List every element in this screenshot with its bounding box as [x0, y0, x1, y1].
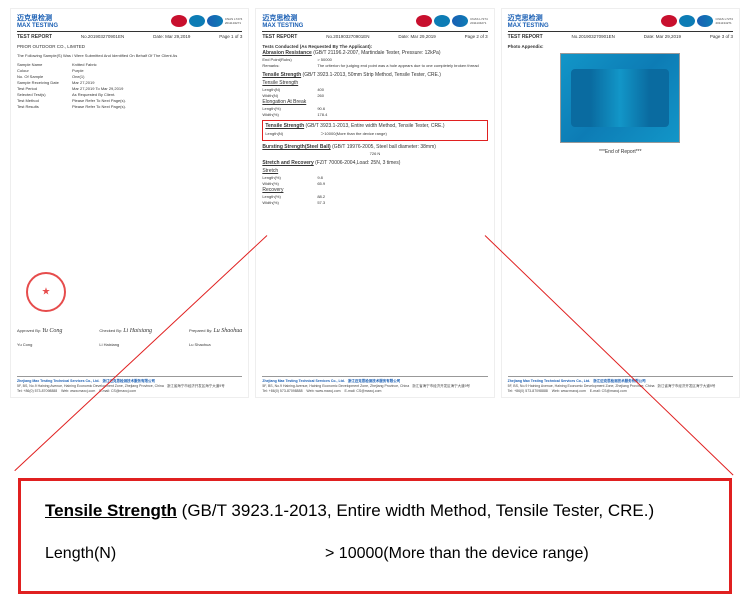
- signature: Prepared By: Lu ShaohuaLu Shaohua: [189, 328, 242, 347]
- sample-photo: [560, 53, 680, 143]
- detail-title-rest: (GB/T 3923.1-2013, Entire width Method, …: [177, 501, 654, 520]
- page-2: 迈克思检测MAX TESTING CNAS L72742011134271 TE…: [255, 8, 494, 398]
- field-row: ColourPurple: [17, 68, 242, 73]
- cnas-icon: [697, 15, 713, 27]
- cma-icon: [416, 15, 432, 27]
- intro: The Following Sample(S) Was / Were Submi…: [17, 53, 242, 58]
- detail-title: Tensile Strength (GB/T 3923.1-2013, Enti…: [45, 501, 705, 521]
- field-row: Test PeriodMar 27,2019 To Mar 29,2019: [17, 86, 242, 91]
- brand-cn: 迈克思检测: [17, 13, 58, 23]
- company: PRIOR OUTDOOR CO., LIMITED: [17, 44, 242, 49]
- cnas-icon: [452, 15, 468, 27]
- field-row: Sample Receiving DateMar 27,2019: [17, 80, 242, 85]
- pages-row: 迈克思检测 MAX TESTING CNAS L7274 2011134271 …: [0, 0, 750, 406]
- test-abrasion: Abrasion Resistance (GB/T 21196.2-2007, …: [262, 50, 487, 68]
- field-row: Sample NameKnitted Fabric: [17, 62, 242, 67]
- detail-row: Length(N) > 10000(More than the device r…: [45, 545, 705, 563]
- detail-title-bold: Tensile Strength: [45, 501, 177, 520]
- photo-header: Photo Appendix:: [508, 44, 733, 49]
- detail-row-value: > 10000(More than the device range): [325, 545, 589, 563]
- page-1: 迈克思检测 MAX TESTING CNAS L7274 2011134271 …: [10, 8, 249, 398]
- tests-header: Tests Conducted (As Requested By The App…: [262, 44, 487, 49]
- brand-en: MAX TESTING: [17, 23, 58, 29]
- ilac-icon: [189, 15, 205, 27]
- header-logos: 迈克思检测 MAX TESTING CNAS L7274 2011134271: [17, 13, 242, 29]
- ilac-icon: [434, 15, 450, 27]
- cma-icon: [171, 15, 187, 27]
- red-seal-icon: [26, 272, 66, 312]
- report-title: TEST REPORT: [17, 34, 52, 40]
- ilac-icon: [679, 15, 695, 27]
- detail-callout: Tensile Strength (GB/T 3923.1-2013, Enti…: [18, 478, 732, 594]
- detail-row-label: Length(N): [45, 545, 325, 563]
- field-row: Selected Test(s)As Requested By Client.: [17, 92, 242, 97]
- field-row: Test MethodPlease Refer To Next Page(s).: [17, 98, 242, 103]
- highlighted-test: Tensile Strength (GB/T 3923.1-2013, Enti…: [262, 120, 487, 141]
- test-bursting: Bursting Strength(Steel Ball) (GB/T 1997…: [262, 144, 487, 156]
- signature: Approved By: Yu CongYu Cong: [17, 328, 62, 347]
- end-of-report: ***End of Report***: [508, 149, 733, 155]
- test-stretch: Stretch and Recovery (FZ/T 70006-2004,Lo…: [262, 160, 487, 205]
- footer: Zhejiang Max Testing Technical Services …: [262, 376, 487, 393]
- test-tensile-strip: Tensile Strength (GB/T 3923.1-2013, 50mm…: [262, 72, 487, 117]
- fields: Sample NameKnitted FabricColourPurpleNo.…: [17, 62, 242, 109]
- page-3: 迈克思检测MAX TESTING CNAS L72742011134271 TE…: [501, 8, 740, 398]
- signature: Checked By: Li HaixiangLi Haixiang: [99, 328, 152, 347]
- header-logos: 迈克思检测MAX TESTING CNAS L72742011134271: [262, 13, 487, 29]
- signatures: Approved By: Yu CongYu Cong Checked By: L…: [17, 328, 242, 347]
- title-row: TEST REPORT No.201903270901EN Date: Mar …: [17, 31, 242, 40]
- header-logos: 迈克思检测MAX TESTING CNAS L72742011134271: [508, 13, 733, 29]
- footer: Zhejiang Max Testing Technical Services …: [508, 376, 733, 393]
- cma-icon: [661, 15, 677, 27]
- cert-num: 2011134271: [225, 21, 243, 25]
- footer: Zhejiang Max Testing Technical Services …: [17, 376, 242, 393]
- cnas-icon: [207, 15, 223, 27]
- field-row: Test ResultsPlease Refer To Next Page(s)…: [17, 104, 242, 109]
- field-row: No. Of SampleOne(1): [17, 74, 242, 79]
